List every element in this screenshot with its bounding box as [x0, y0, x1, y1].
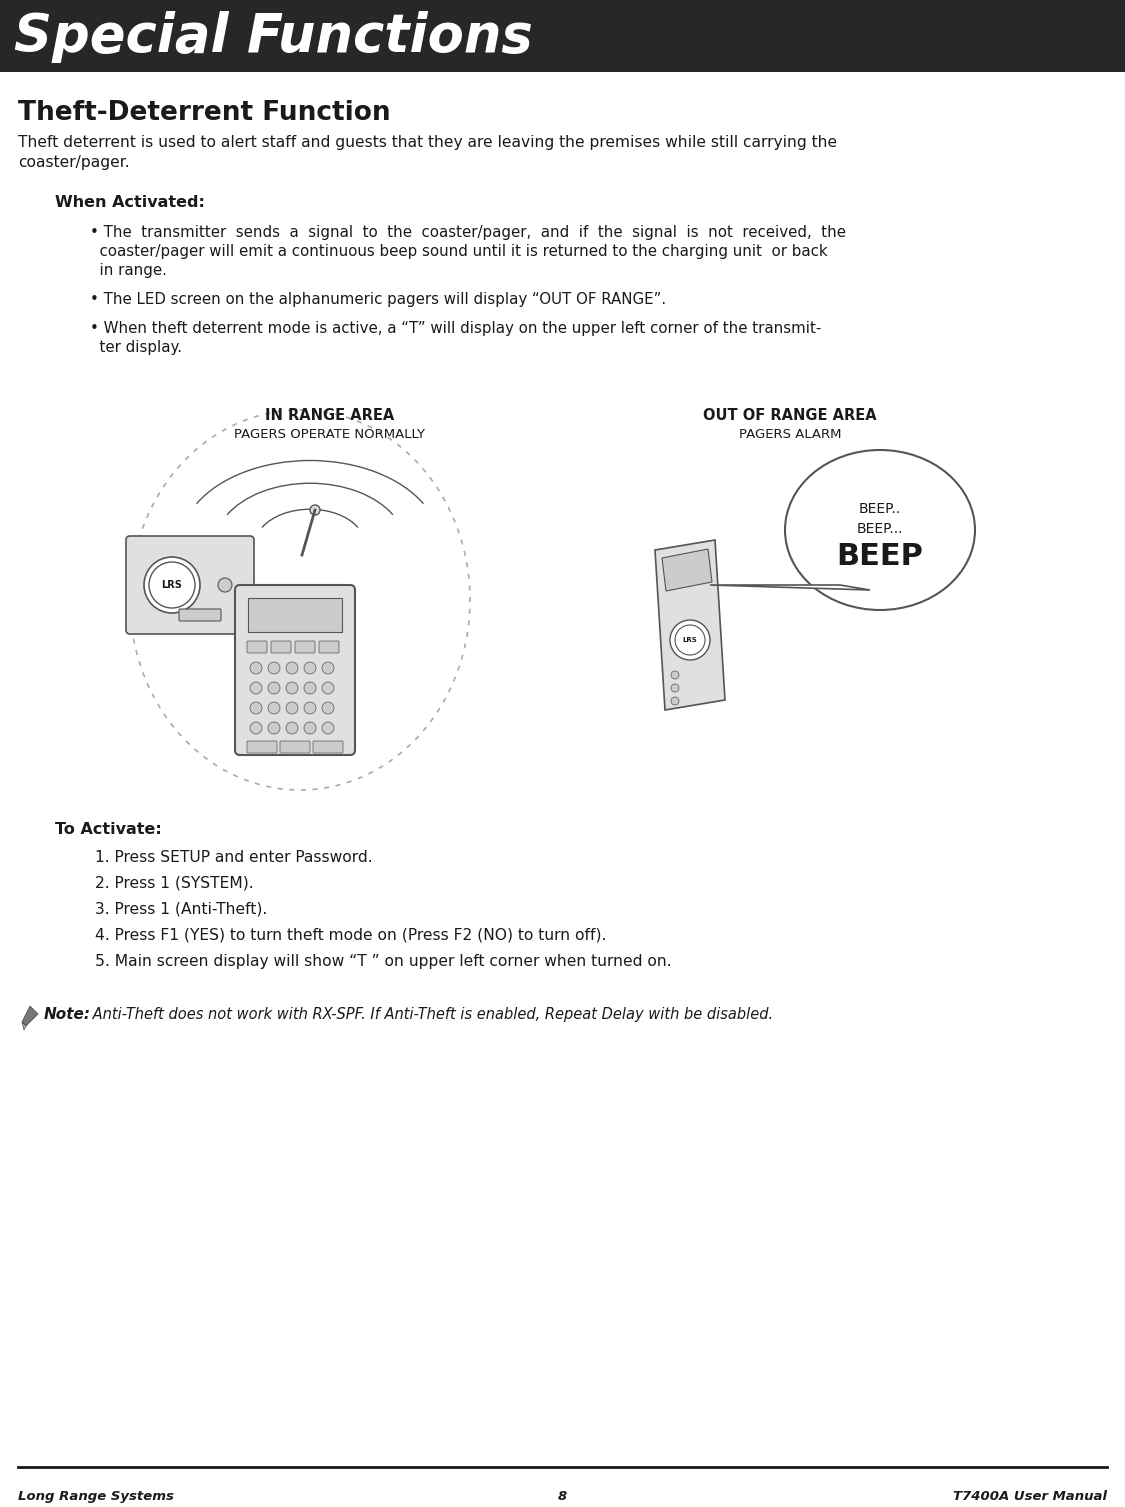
- Circle shape: [670, 684, 680, 692]
- Text: 5. Main screen display will show “T ” on upper left corner when turned on.: 5. Main screen display will show “T ” on…: [94, 954, 672, 969]
- FancyBboxPatch shape: [248, 640, 267, 653]
- Circle shape: [322, 722, 334, 734]
- Text: coaster/pager.: coaster/pager.: [18, 155, 129, 170]
- Text: ter display.: ter display.: [90, 341, 182, 356]
- Circle shape: [322, 702, 334, 714]
- FancyBboxPatch shape: [0, 0, 1125, 72]
- Text: Theft-Deterrent Function: Theft-Deterrent Function: [18, 99, 390, 127]
- FancyBboxPatch shape: [235, 585, 356, 755]
- Text: • The  transmitter  sends  a  signal  to  the  coaster/pager,  and  if  the  sig: • The transmitter sends a signal to the …: [90, 225, 846, 240]
- Text: 3. Press 1 (Anti-Theft).: 3. Press 1 (Anti-Theft).: [94, 903, 268, 916]
- Text: When Activated:: When Activated:: [55, 194, 205, 209]
- Text: Anti-Theft does not work with RX-SPF. If Anti-Theft is enabled, Repeat Delay wit: Anti-Theft does not work with RX-SPF. If…: [88, 1007, 773, 1022]
- Text: IN RANGE AREA: IN RANGE AREA: [266, 408, 395, 423]
- Polygon shape: [22, 1007, 38, 1026]
- Circle shape: [268, 722, 280, 734]
- Circle shape: [304, 722, 316, 734]
- Circle shape: [286, 662, 298, 674]
- FancyBboxPatch shape: [319, 640, 339, 653]
- Circle shape: [670, 619, 710, 660]
- Polygon shape: [710, 585, 870, 591]
- Text: Special Functions: Special Functions: [14, 11, 533, 63]
- Text: in range.: in range.: [90, 264, 166, 277]
- Circle shape: [286, 683, 298, 695]
- Text: 4. Press F1 (YES) to turn theft mode on (Press F2 (NO) to turn off).: 4. Press F1 (YES) to turn theft mode on …: [94, 928, 606, 943]
- Circle shape: [304, 702, 316, 714]
- Text: Long Range Systems: Long Range Systems: [18, 1490, 174, 1502]
- Circle shape: [322, 683, 334, 695]
- Circle shape: [304, 662, 316, 674]
- Ellipse shape: [785, 451, 975, 610]
- Text: BEEP: BEEP: [837, 543, 924, 571]
- Circle shape: [250, 702, 262, 714]
- Circle shape: [286, 702, 298, 714]
- Text: 8: 8: [557, 1490, 567, 1502]
- Circle shape: [310, 505, 319, 515]
- Text: • The LED screen on the alphanumeric pagers will display “OUT OF RANGE”.: • The LED screen on the alphanumeric pag…: [90, 292, 666, 307]
- FancyBboxPatch shape: [179, 609, 220, 621]
- Text: LRS: LRS: [162, 580, 182, 591]
- Circle shape: [675, 625, 705, 656]
- Circle shape: [268, 702, 280, 714]
- Text: PAGERS ALARM: PAGERS ALARM: [739, 428, 842, 442]
- Circle shape: [250, 662, 262, 674]
- Text: T7400A User Manual: T7400A User Manual: [953, 1490, 1107, 1502]
- Text: LRS: LRS: [683, 637, 698, 643]
- Text: To Activate:: To Activate:: [55, 821, 162, 836]
- Circle shape: [268, 683, 280, 695]
- Circle shape: [322, 662, 334, 674]
- FancyBboxPatch shape: [280, 741, 310, 754]
- Text: Theft deterrent is used to alert staff and guests that they are leaving the prem: Theft deterrent is used to alert staff a…: [18, 136, 837, 151]
- Circle shape: [286, 722, 298, 734]
- FancyBboxPatch shape: [248, 598, 342, 631]
- Circle shape: [250, 722, 262, 734]
- Circle shape: [250, 683, 262, 695]
- FancyBboxPatch shape: [126, 536, 254, 634]
- Text: coaster/pager will emit a continuous beep sound until it is returned to the char: coaster/pager will emit a continuous bee…: [90, 244, 828, 259]
- Circle shape: [304, 683, 316, 695]
- Text: BEEP...: BEEP...: [857, 521, 903, 536]
- Polygon shape: [655, 540, 724, 710]
- FancyBboxPatch shape: [313, 741, 343, 754]
- Text: 2. Press 1 (SYSTEM).: 2. Press 1 (SYSTEM).: [94, 876, 253, 891]
- FancyBboxPatch shape: [248, 741, 277, 754]
- Text: PAGERS OPERATE NORMALLY: PAGERS OPERATE NORMALLY: [234, 428, 425, 442]
- Text: OUT OF RANGE AREA: OUT OF RANGE AREA: [703, 408, 876, 423]
- Text: • When theft deterrent mode is active, a “T” will display on the upper left corn: • When theft deterrent mode is active, a…: [90, 321, 821, 336]
- Circle shape: [670, 698, 680, 705]
- Text: 1. Press SETUP and enter Password.: 1. Press SETUP and enter Password.: [94, 850, 372, 865]
- Circle shape: [670, 671, 680, 680]
- Circle shape: [218, 579, 232, 592]
- Polygon shape: [662, 549, 712, 591]
- Polygon shape: [22, 1022, 26, 1029]
- Text: Note:: Note:: [44, 1007, 91, 1022]
- FancyBboxPatch shape: [271, 640, 291, 653]
- Text: BEEP..: BEEP..: [860, 502, 901, 515]
- FancyBboxPatch shape: [295, 640, 315, 653]
- Circle shape: [148, 562, 195, 607]
- Circle shape: [144, 558, 200, 613]
- Circle shape: [268, 662, 280, 674]
